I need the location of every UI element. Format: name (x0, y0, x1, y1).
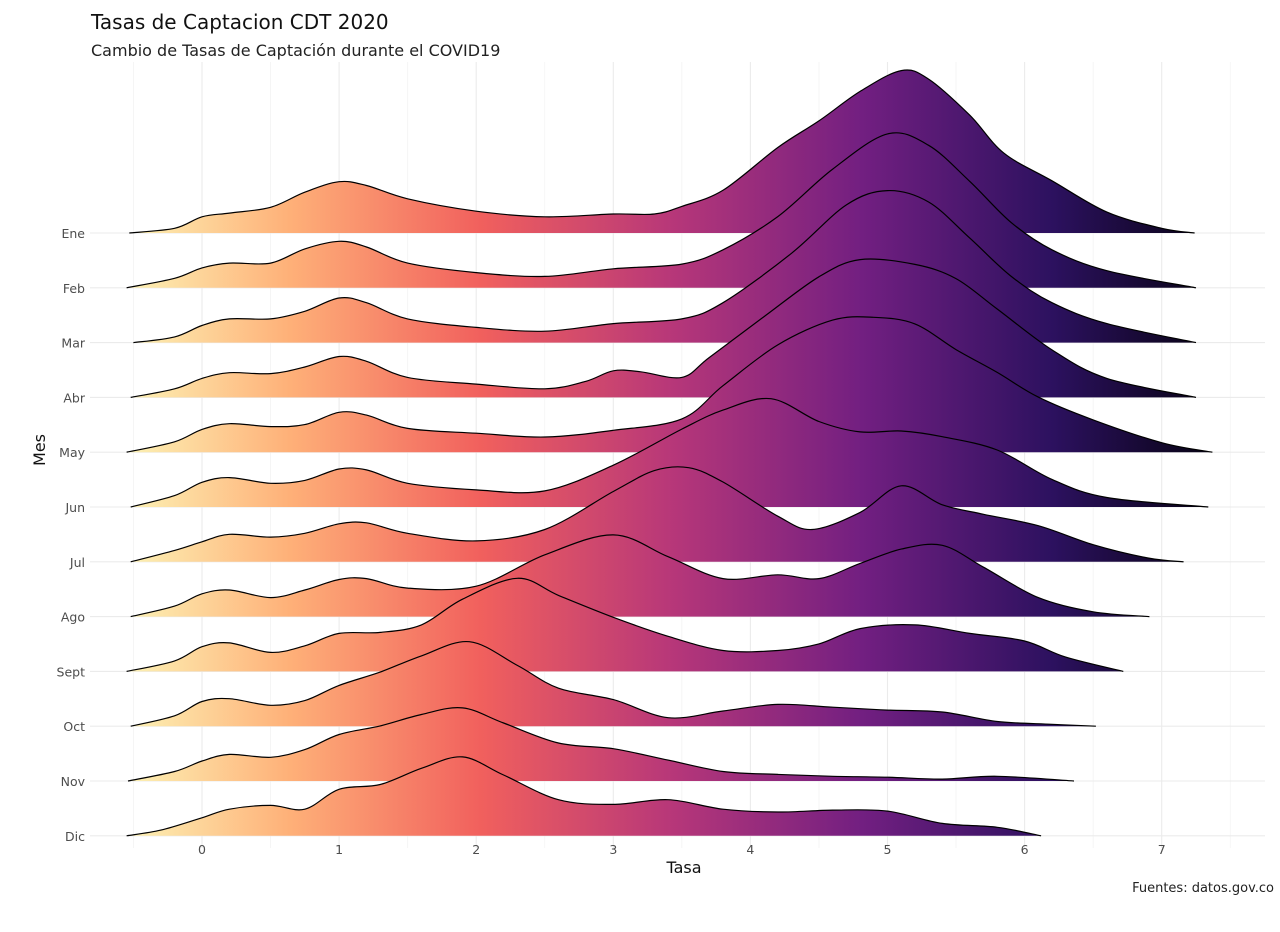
ridge-area (126, 316, 1213, 453)
ridge-area (130, 641, 1096, 727)
y-tick-label: Jul (69, 555, 85, 570)
ridge-oct (130, 641, 1096, 727)
y-tick-label: Dic (65, 829, 85, 844)
ridge-area (129, 69, 1195, 233)
ridge-dic (126, 756, 1042, 837)
x-tick-label: 6 (1021, 842, 1029, 857)
y-tick-label: Feb (63, 281, 85, 296)
ridge-outline (126, 756, 1042, 837)
ridge-ago (130, 534, 1150, 618)
y-tick-label: Mar (61, 336, 85, 351)
ridge-ene (129, 69, 1195, 234)
x-tick-label: 0 (198, 842, 206, 857)
y-tick-label: Nov (61, 774, 86, 789)
ridge-nov (127, 707, 1075, 782)
ridge-outline (130, 641, 1096, 727)
x-tick-label: 5 (884, 842, 892, 857)
y-tick-label: May (59, 445, 85, 460)
ridge-area (128, 707, 1074, 781)
ridges (126, 69, 1213, 837)
x-axis-ticks: 0 1 2 3 4 5 6 7 (198, 842, 1166, 857)
y-axis-ticks: Ene Feb Mar Abr May Jun Jul Ago Sept Oct Nov Dic (57, 226, 86, 844)
ridge-area (126, 756, 1042, 836)
x-tick-label: 2 (472, 842, 480, 857)
chart-caption: Fuentes: datos.gov.co (1132, 881, 1274, 896)
chart-title: Tasas de Captacion CDT 2020 (91, 10, 389, 34)
ridge-area (130, 534, 1150, 617)
ridge-jul (130, 466, 1184, 563)
x-tick-label: 7 (1158, 842, 1166, 857)
x-tick-label: 1 (335, 842, 343, 857)
y-tick-label: Jun (64, 500, 85, 515)
y-tick-label: Ene (61, 226, 85, 241)
ridge-outline (126, 316, 1213, 453)
ridge-outline (130, 466, 1184, 563)
ridge-jun (130, 397, 1209, 508)
ridge-outline (127, 707, 1075, 782)
ridge-area (130, 466, 1184, 562)
ridge-outline (126, 132, 1197, 289)
x-tick-label: 3 (609, 842, 617, 857)
ridge-outline (130, 397, 1209, 508)
ridge-area (130, 398, 1209, 507)
y-tick-label: Oct (63, 719, 85, 734)
ridge-outline (130, 258, 1197, 398)
ridge-may (126, 316, 1213, 453)
ridge-sept (126, 577, 1124, 672)
x-tick-label: 4 (746, 842, 754, 857)
ridge-area (126, 578, 1124, 672)
y-tick-label: Ago (61, 610, 85, 625)
y-axis-title: Mes (30, 434, 49, 466)
y-tick-label: Abr (63, 390, 85, 405)
y-tick-label: Sept (57, 664, 86, 679)
ridge-outline (130, 534, 1150, 618)
ridge-outline (126, 577, 1124, 672)
chart-subtitle: Cambio de Tasas de Captación durante el … (91, 41, 501, 60)
ridge-outline (133, 189, 1197, 344)
ridge-outline (129, 69, 1195, 234)
x-axis-title: Tasa (665, 858, 701, 877)
